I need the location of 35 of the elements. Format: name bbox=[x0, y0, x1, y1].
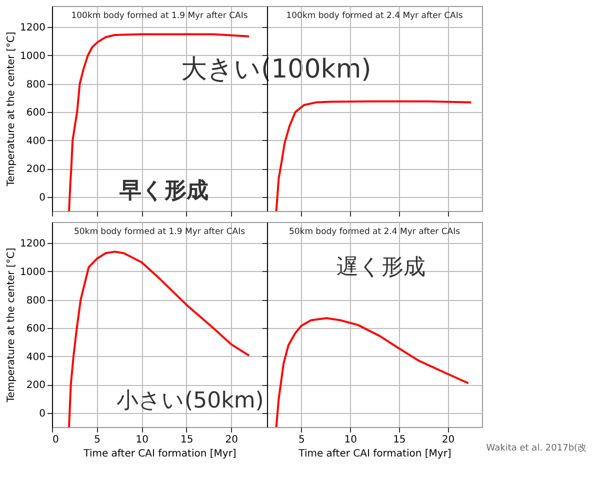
y-tick-label: 600 bbox=[26, 324, 46, 335]
y-tick-label: 0 bbox=[39, 408, 46, 420]
y-tick-label: 400 bbox=[26, 352, 46, 363]
text: 100km body formed at 2.4 Myr after CAIs bbox=[286, 11, 464, 21]
y-axis-title: Temperature at the center [°C] bbox=[6, 32, 18, 188]
y-tick-label: 800 bbox=[26, 295, 46, 306]
text: 50km body formed at 2.4 Myr after CAIs bbox=[288, 227, 461, 237]
annotation: 小さい(50km) bbox=[116, 388, 264, 414]
y-tick-label: 1000 bbox=[20, 266, 46, 278]
x-tick-label: 20 bbox=[225, 434, 238, 446]
x-tick-label: 10 bbox=[344, 434, 357, 446]
x-tick-label: 5 bbox=[298, 434, 305, 446]
y-tick-label: 1000 bbox=[20, 50, 46, 62]
annotation: 早く形成 bbox=[118, 178, 208, 204]
y-tick-label: 400 bbox=[26, 136, 46, 147]
text: 50km body formed at 1.9 Myr after CAIs bbox=[74, 227, 246, 237]
x-axis-title: Time after CAI formation [Myr] bbox=[82, 448, 236, 460]
x-tick-label: 15 bbox=[393, 434, 406, 446]
y-tick-label: 800 bbox=[26, 79, 46, 90]
x-tick-label: 15 bbox=[180, 434, 194, 446]
x-tick-label: 5 bbox=[94, 434, 100, 446]
x-tick-label: 10 bbox=[136, 434, 148, 446]
y-tick-label: 0 bbox=[39, 192, 46, 204]
text: 100km body formed at 1.9 Myr after CAIs bbox=[71, 11, 248, 21]
y-axis-title: Temperature at the center [°C] bbox=[6, 248, 18, 404]
y-tick-label: 200 bbox=[26, 164, 46, 176]
annotation: 遅く形成 bbox=[336, 255, 426, 280]
y-tick-label: 600 bbox=[26, 108, 46, 119]
x-axis-title: Time after CAI formation [Myr] bbox=[298, 448, 452, 460]
y-tick-label: 200 bbox=[26, 380, 46, 392]
x-tick-label: 20 bbox=[442, 434, 455, 446]
y-tick-label: 1200 bbox=[20, 22, 46, 34]
text: Wakita et al. 2017b(改 bbox=[486, 442, 587, 454]
x-tick-label: 0 bbox=[52, 434, 59, 446]
y-tick-label: 1200 bbox=[20, 238, 46, 250]
